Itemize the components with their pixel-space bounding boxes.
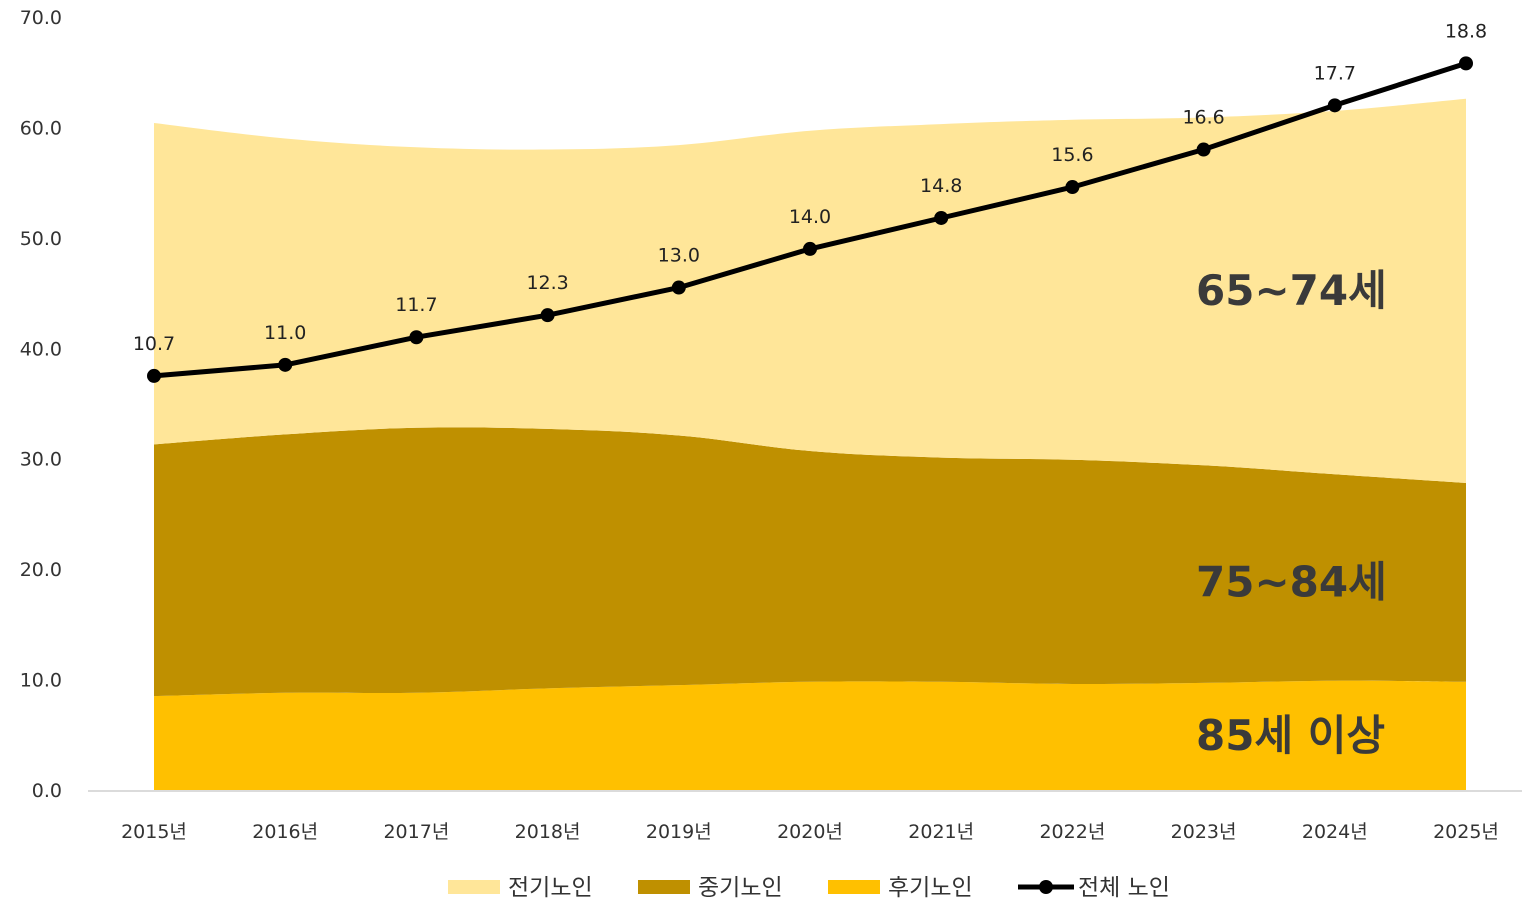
data-label: 16.6 (1182, 107, 1224, 129)
legend-swatch (448, 880, 500, 894)
area-후기노인 (154, 680, 1466, 790)
x-tick-label: 2020년 (777, 821, 843, 843)
legend-marker (1039, 880, 1053, 894)
legend-swatch (828, 880, 880, 894)
legend-label: 전체 노인 (1078, 875, 1170, 901)
total-point (1327, 98, 1342, 113)
total-point (934, 210, 949, 225)
total-point (409, 330, 424, 345)
x-tick-label: 2024년 (1302, 821, 1368, 843)
area-layer (154, 98, 1466, 790)
data-label: 17.7 (1314, 62, 1356, 84)
total-point (147, 368, 161, 383)
legend: 전기노인 중기노인 후기노인 전체 노인 (448, 875, 1170, 901)
x-tick-label: 2018년 (515, 821, 581, 843)
x-tick-label: 2022년 (1039, 821, 1105, 843)
total-point (803, 241, 817, 256)
y-axis: 0.0 10.0 20.0 30.0 40.0 50.0 60.0 70.0 (20, 7, 62, 802)
area-중기노인 (154, 427, 1466, 697)
total-point (671, 280, 686, 295)
total-point (278, 357, 293, 372)
data-label: 11.0 (264, 322, 306, 344)
total-point (1459, 56, 1473, 71)
data-label: 18.8 (1445, 20, 1487, 42)
total-line-layer: 10.7 11.0 11.7 12.3 13.0 14.0 14.8 15.6 16.6 17.7… (133, 20, 1487, 383)
legend-label: 중기노인 (698, 875, 783, 901)
x-tick-label: 2023년 (1171, 821, 1237, 843)
area-전기노인 (154, 98, 1466, 483)
band-label: 65~74세 (1196, 266, 1387, 315)
y-tick-label: 20.0 (20, 559, 62, 581)
data-label: 14.0 (789, 206, 831, 228)
legend-label: 전기노인 (508, 875, 593, 901)
x-tick-label: 2016년 (252, 821, 318, 843)
y-tick-label: 10.0 (20, 670, 62, 692)
total-point (1196, 142, 1211, 157)
y-tick-label: 70.0 (20, 7, 62, 29)
data-label: 15.6 (1051, 144, 1093, 166)
data-label: 10.7 (133, 333, 175, 355)
y-tick-label: 60.0 (20, 117, 62, 139)
legend-label: 후기노인 (888, 875, 973, 901)
band-label: 75~84세 (1196, 557, 1387, 606)
data-label: 11.7 (395, 294, 437, 316)
y-tick-label: 30.0 (20, 449, 62, 471)
y-tick-label: 40.0 (20, 338, 62, 360)
total-point (540, 308, 555, 323)
x-tick-label: 2025년 (1433, 821, 1499, 843)
data-label: 14.8 (920, 175, 962, 197)
band-labels: 65~74세 75~84세 85세 이상 (1196, 266, 1387, 760)
y-tick-label: 50.0 (20, 228, 62, 250)
x-axis: 2015년 2016년 2017년 2018년 2019년 2020년 2021년 2022년… (121, 821, 1499, 843)
x-tick-label: 2019년 (646, 821, 712, 843)
band-label: 85세 이상 (1196, 711, 1385, 760)
y-tick-label: 0.0 (32, 780, 62, 802)
x-tick-label: 2021년 (908, 821, 974, 843)
data-label: 13.0 (658, 245, 700, 267)
legend-swatch (638, 880, 690, 894)
data-label: 12.3 (526, 272, 568, 294)
total-point (1065, 180, 1080, 195)
x-tick-label: 2015년 (121, 821, 187, 843)
x-tick-label: 2017년 (383, 821, 449, 843)
